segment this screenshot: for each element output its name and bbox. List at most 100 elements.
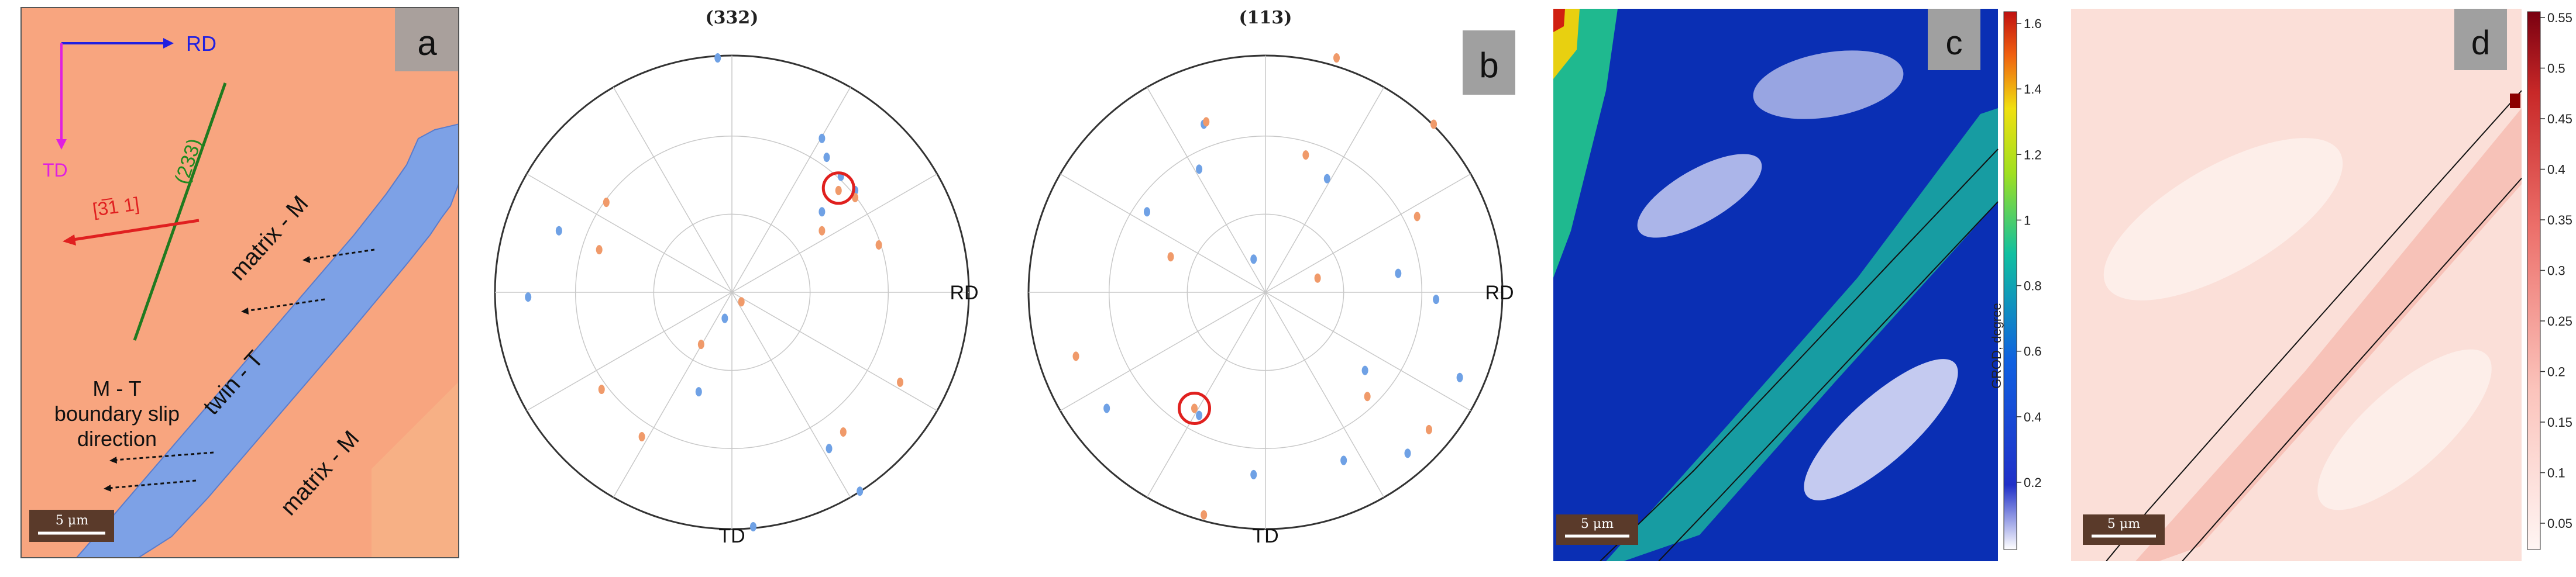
pf1-rd-label: RD: [950, 282, 978, 304]
pole-blue: [695, 387, 702, 397]
pole-blue: [818, 133, 826, 143]
pf-grid-spoke: [1265, 292, 1385, 498]
pole-orange: [738, 297, 745, 307]
plane-trace-line: [133, 82, 227, 341]
pf2-td-label: TD: [1252, 525, 1278, 547]
twin-band: [75, 123, 459, 558]
grod-twin-band: [1606, 108, 1998, 561]
pf-grid-spoke: [731, 292, 851, 498]
pf2-title: (113): [1239, 8, 1292, 28]
panel-letter-a: a: [417, 23, 437, 63]
pole-blue: [525, 292, 532, 302]
pole-orange: [835, 185, 842, 195]
pf-grid-spoke: [613, 87, 732, 293]
pf-grid-spoke: [1265, 173, 1471, 293]
colorbar-tick-label: 1.4: [2024, 82, 2042, 96]
grod-boundary-1: [1600, 148, 1999, 561]
label-box-c: [1928, 9, 1980, 70]
colorbar-tick-label: 1.6: [2024, 16, 2042, 31]
panel-c-figure: c 5 μm 1.6 1.4 1.2 1 0.8 0.6 0.4 0.2 GROD, degr…: [1553, 9, 2042, 561]
slip-caption-line3: direction: [77, 427, 157, 451]
panel-a: a RD TD (233) [3̅1 1] matrix - M twin - …: [20, 7, 459, 558]
panel-b-figure: (332) (113) RD TD RD TD b: [494, 8, 1515, 547]
colorbar-tick-label: 0.5: [2547, 61, 2565, 76]
panel-letter-c: c: [1946, 24, 1963, 62]
colorbar-tick-label: 0.4: [2024, 410, 2042, 424]
pole-blue: [857, 486, 864, 496]
pf-grid-spoke: [1265, 87, 1385, 293]
pf-grid-spoke: [731, 292, 938, 412]
grod-low-zone-1: [1637, 154, 1762, 238]
grod-low-zone-2: [1753, 50, 1904, 119]
strain-low-zone-2: [2317, 349, 2492, 510]
pole-orange: [818, 226, 826, 236]
pole-orange: [897, 377, 904, 387]
colorbar-d-ticks: 0.55 0.5 0.45 0.4 0.35 0.3 0.25 0.2 0.15 0.1 0.05: [2540, 11, 2572, 531]
pole-blue: [1323, 174, 1330, 184]
pole-blue: [823, 153, 830, 163]
colorbar-tick-label: 0.4: [2547, 163, 2565, 177]
pf2-rd-label: RD: [1485, 282, 1514, 304]
pole-blue: [1361, 365, 1368, 375]
colorbar-c-label: GROD, degree: [1989, 303, 2004, 389]
pole-orange: [840, 427, 847, 437]
pole-orange: [1167, 252, 1174, 262]
pole-blue: [1340, 455, 1347, 465]
pole-blue: [1456, 372, 1463, 382]
slip-arrow-1: [307, 248, 375, 261]
pole-figure-332: [494, 53, 970, 531]
panel-letter-b: b: [1479, 46, 1498, 85]
pole-orange: [596, 245, 603, 255]
direction-arrowhead: [63, 234, 76, 246]
colorbar-tick-label: 0.35: [2547, 213, 2572, 227]
pole-orange: [1425, 424, 1432, 434]
pole-orange: [1413, 212, 1421, 222]
pole-blue: [1395, 268, 1402, 278]
pole-highlight-circle: [1178, 391, 1211, 425]
pole-highlight-circle: [821, 171, 855, 205]
pole-orange: [875, 240, 882, 250]
colorbar-tick-label: 0.2: [2024, 475, 2042, 490]
colorbar-tick-label: 0.05: [2547, 516, 2572, 531]
colorbar-d: [2527, 11, 2541, 550]
panel-b: (332) (113) RD TD RD TD b: [468, 0, 1521, 577]
pole-blue: [826, 444, 833, 454]
strain-boundary-2: [2182, 178, 2522, 561]
colorbar-tick-label: 0.6: [2024, 344, 2042, 359]
scale-bar-box-d: [2083, 514, 2165, 545]
colorbar-tick-label: 1: [2024, 213, 2031, 227]
scale-bar-label-d: 5 μm: [2107, 517, 2140, 531]
label-box-a: [395, 7, 459, 71]
pole-blue: [1196, 164, 1203, 174]
scale-bar-box-c: [1556, 514, 1638, 545]
strain-hot-spot: [2510, 94, 2520, 108]
pf1-title: (332): [705, 8, 758, 28]
panel-d-figure: d 5 μm 0.550.50.450.40.350.30.250.20.150…: [2071, 9, 2572, 561]
pole-blue: [818, 207, 826, 217]
strain-low-zone-1: [2103, 138, 2343, 300]
pole-blue: [1433, 295, 1440, 305]
colorbar-tick-label: 0.15: [2547, 415, 2572, 430]
grod-low-zone-3: [1804, 359, 1958, 500]
pole-orange: [1333, 53, 1340, 63]
pf-grid-spoke: [1060, 292, 1266, 412]
pole-orange: [697, 340, 704, 350]
panel-a-figure: a RD TD (233) [3̅1 1] matrix - M twin - …: [20, 7, 459, 558]
pf-grid-spoke: [1146, 87, 1266, 293]
colorbar-tick-label: 0.2: [2547, 365, 2565, 379]
pole-orange: [598, 385, 605, 395]
colorbar-tick-label: 0.25: [2547, 314, 2572, 329]
slip-arrowheads: [104, 256, 310, 492]
slip-caption-line1: M - T: [92, 376, 141, 400]
pole-orange: [1072, 351, 1079, 361]
pole-orange: [1191, 403, 1198, 413]
colorbar-tick-label: 1.2: [2024, 147, 2042, 162]
pole-orange: [603, 198, 610, 208]
pole-blue: [749, 521, 756, 531]
rd-label: RD: [186, 32, 216, 56]
pf-grid-spoke: [613, 292, 732, 498]
colorbar-tick-label: 0.8: [2024, 279, 2042, 293]
colorbar-tick-label: 0.45: [2547, 112, 2572, 126]
pf-grid-spoke: [731, 173, 938, 293]
scale-bar-label-a: 5 μm: [56, 513, 88, 528]
